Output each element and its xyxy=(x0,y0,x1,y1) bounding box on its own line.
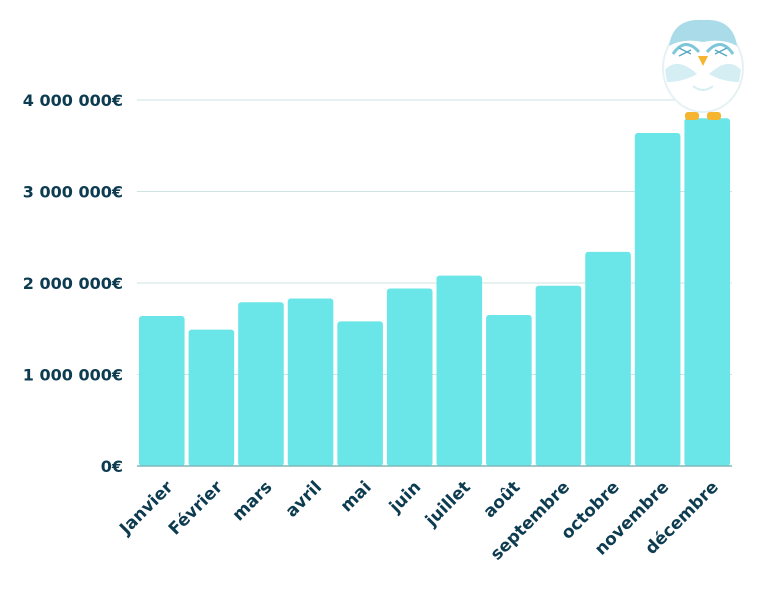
x-tick-label: juin xyxy=(385,477,425,517)
bar-8 xyxy=(535,285,582,466)
x-tick-label: août xyxy=(480,477,525,522)
y-tick-label: 3 000 000€ xyxy=(23,183,123,202)
x-tick-label: mars xyxy=(229,477,277,525)
bar-9 xyxy=(585,251,631,466)
y-tick-label: 1 000 000€ xyxy=(23,366,123,385)
bar-11 xyxy=(684,118,730,467)
bar-5 xyxy=(386,288,433,466)
bar-2 xyxy=(238,302,284,466)
bar-1 xyxy=(188,329,235,466)
x-tick-label: avril xyxy=(282,477,326,521)
bar-0 xyxy=(139,315,185,466)
bar-10 xyxy=(634,132,681,466)
bar-6 xyxy=(436,275,483,466)
bars xyxy=(139,118,730,467)
bar-4 xyxy=(337,321,383,466)
x-tick-label: juillet xyxy=(421,477,475,531)
owl-mascot-icon xyxy=(662,19,744,120)
y-tick-label: 2 000 000€ xyxy=(23,274,123,293)
gridlines xyxy=(137,99,732,375)
x-tick-label: Février xyxy=(165,477,227,539)
bar-7 xyxy=(486,315,532,466)
y-tick-label: 0€ xyxy=(101,457,123,476)
x-tick-label: mai xyxy=(337,477,376,516)
y-tick-labels: 0€ 1 000 000€ 2 000 000€ 3 000 000€ 4 000 00… xyxy=(23,91,123,476)
y-tick-label: 4 000 000€ xyxy=(23,91,123,110)
bar-3 xyxy=(287,298,334,466)
